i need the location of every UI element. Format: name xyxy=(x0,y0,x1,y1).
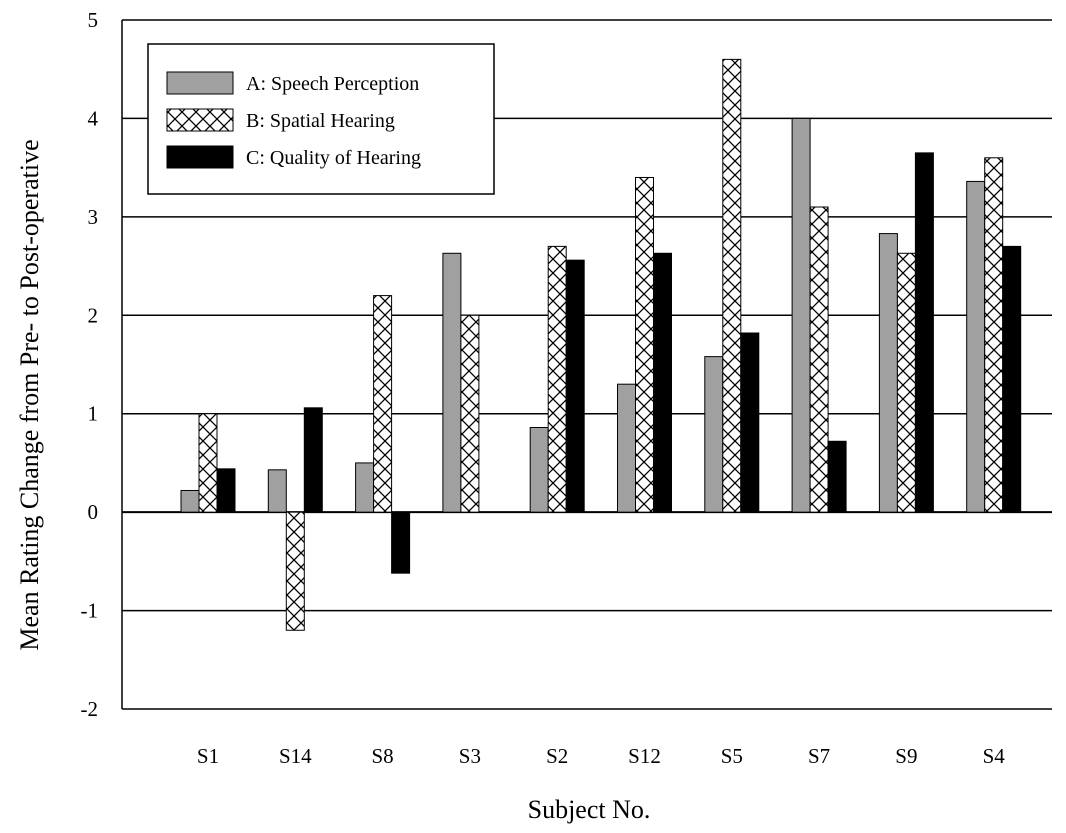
legend-swatch-crosshatch xyxy=(166,108,234,132)
x-tick-label: S8 xyxy=(372,744,394,768)
bar-S9-solid-gray xyxy=(878,233,898,513)
y-axis-title: Mean Rating Change from Pre- to Post-ope… xyxy=(15,139,44,650)
bars xyxy=(180,58,1022,631)
bar-S14-solid-gray xyxy=(267,469,287,513)
bar-S4-solid-black xyxy=(1002,245,1022,513)
x-tick-label: S5 xyxy=(721,744,743,768)
y-tick-label: -1 xyxy=(81,599,99,623)
bar-S8-solid-black xyxy=(391,511,411,574)
bar-S8-solid-gray xyxy=(355,462,375,513)
bar-S9-crosshatch xyxy=(896,252,916,513)
bar-S5-solid-gray xyxy=(704,356,724,513)
x-tick-label: S9 xyxy=(895,744,917,768)
bar-S3-solid-gray xyxy=(442,252,462,513)
bar-S14-crosshatch xyxy=(285,511,305,631)
legend-label: C: Quality of Hearing xyxy=(246,147,421,169)
x-tick-label: S7 xyxy=(808,744,830,768)
legend: A: Speech Perception B: Spatial Hearing C:… xyxy=(147,43,495,195)
bar-S12-solid-gray xyxy=(617,383,636,513)
axes xyxy=(121,20,1052,710)
legend-swatch-solid-gray xyxy=(166,71,234,95)
bar-S9-solid-black xyxy=(914,152,934,513)
y-tick-label: 5 xyxy=(88,8,99,32)
legend-swatch-solid-black xyxy=(166,145,234,169)
y-tick-label: 2 xyxy=(88,303,99,327)
bar-S7-solid-gray xyxy=(791,117,811,513)
y-tick-label: 1 xyxy=(88,402,99,426)
x-tick-label: S1 xyxy=(197,744,219,768)
bar-S4-crosshatch xyxy=(984,157,1004,513)
bar-S8-crosshatch xyxy=(373,295,393,513)
x-tick-label: S14 xyxy=(279,744,312,768)
y-tick-label: 0 xyxy=(88,500,99,524)
bar-S5-solid-black xyxy=(740,332,760,513)
x-tick-label: S2 xyxy=(546,744,568,768)
bar-S12-crosshatch xyxy=(635,176,654,513)
y-tick-label: 3 xyxy=(88,205,99,229)
bar-S7-solid-black xyxy=(827,440,847,513)
bar-S1-solid-gray xyxy=(180,489,200,513)
bar-S4-solid-gray xyxy=(966,180,986,513)
x-tick-label: S4 xyxy=(983,744,1006,768)
bar-S2-solid-gray xyxy=(529,426,549,513)
tick-labels: 5 4 3 2 1 0 -1 -2 S1 S14 S8 S3 S2 S12 S5 S7 S9 S4 xyxy=(81,8,1006,768)
legend-label: B: Spatial Hearing xyxy=(246,110,395,132)
y-tick-label: -2 xyxy=(81,697,99,721)
bar-S2-crosshatch xyxy=(547,245,567,513)
legend-label: A: Speech Perception xyxy=(246,73,419,95)
bar-S5-crosshatch xyxy=(722,58,742,513)
y-tick-label: 4 xyxy=(88,106,99,130)
x-tick-label: S3 xyxy=(459,744,481,768)
x-axis-title: Subject No. xyxy=(528,795,651,824)
x-tick-label: S12 xyxy=(628,744,661,768)
bar-S3-crosshatch xyxy=(460,314,480,513)
bar-S1-solid-black xyxy=(216,468,236,513)
bar-S12-solid-black xyxy=(653,252,672,513)
bar-S14-solid-black xyxy=(303,407,323,513)
bar-S7-crosshatch xyxy=(809,206,829,513)
bar-S2-solid-black xyxy=(565,259,585,513)
bar-S1-crosshatch xyxy=(198,413,218,513)
